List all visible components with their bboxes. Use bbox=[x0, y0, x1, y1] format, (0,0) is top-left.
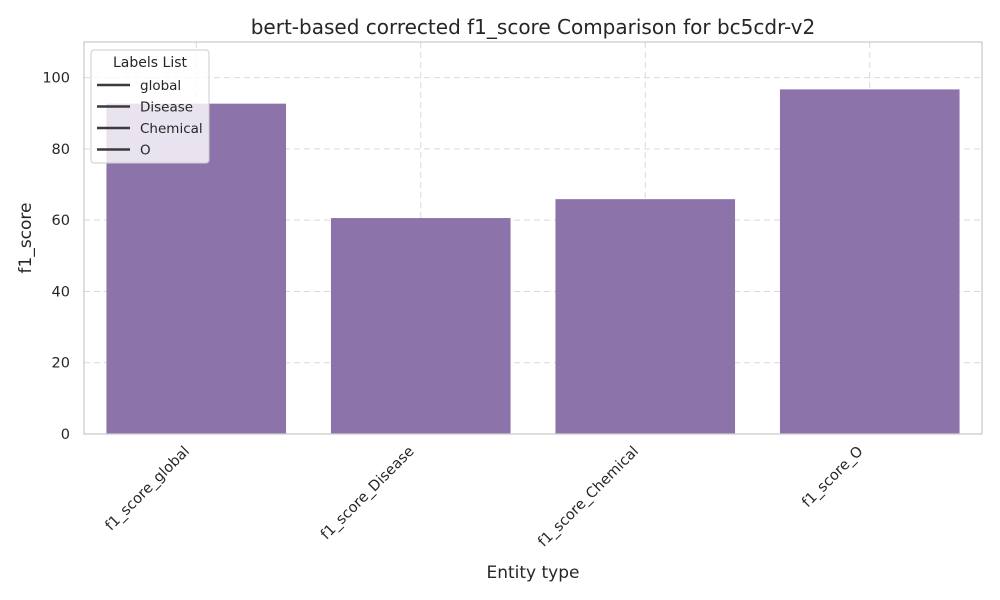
y-axis-label: f1_score bbox=[16, 203, 36, 274]
legend-entry-O: O bbox=[140, 143, 151, 159]
bars-group bbox=[106, 89, 960, 434]
y-tick-label: 40 bbox=[52, 284, 70, 300]
y-tick-label: 60 bbox=[52, 213, 70, 229]
legend-title: Labels List bbox=[113, 55, 187, 71]
x-axis-label: Entity type bbox=[486, 563, 579, 583]
y-axis-ticks: 0 20 40 60 80 100 bbox=[42, 71, 70, 443]
y-tick-label: 20 bbox=[52, 356, 70, 372]
legend: Labels List global Disease Chemical O bbox=[90, 49, 210, 164]
legend-entry-Chemical: Chemical bbox=[140, 121, 203, 137]
bar-f1_score_O bbox=[779, 89, 960, 434]
legend-entry-global: global bbox=[140, 78, 181, 94]
y-tick-label: 80 bbox=[52, 142, 70, 158]
plot-frame bbox=[83, 41, 983, 435]
legend-box bbox=[90, 49, 210, 164]
legend-entry-Disease: Disease bbox=[140, 100, 193, 116]
bar-f1_score_Disease bbox=[330, 218, 511, 434]
y-tick-label: 0 bbox=[61, 427, 70, 443]
y-tick-label: 100 bbox=[42, 71, 70, 87]
bar-f1_score_Chemical bbox=[555, 199, 736, 434]
chart-title: bert-based corrected f1_score Comparison… bbox=[251, 15, 816, 39]
